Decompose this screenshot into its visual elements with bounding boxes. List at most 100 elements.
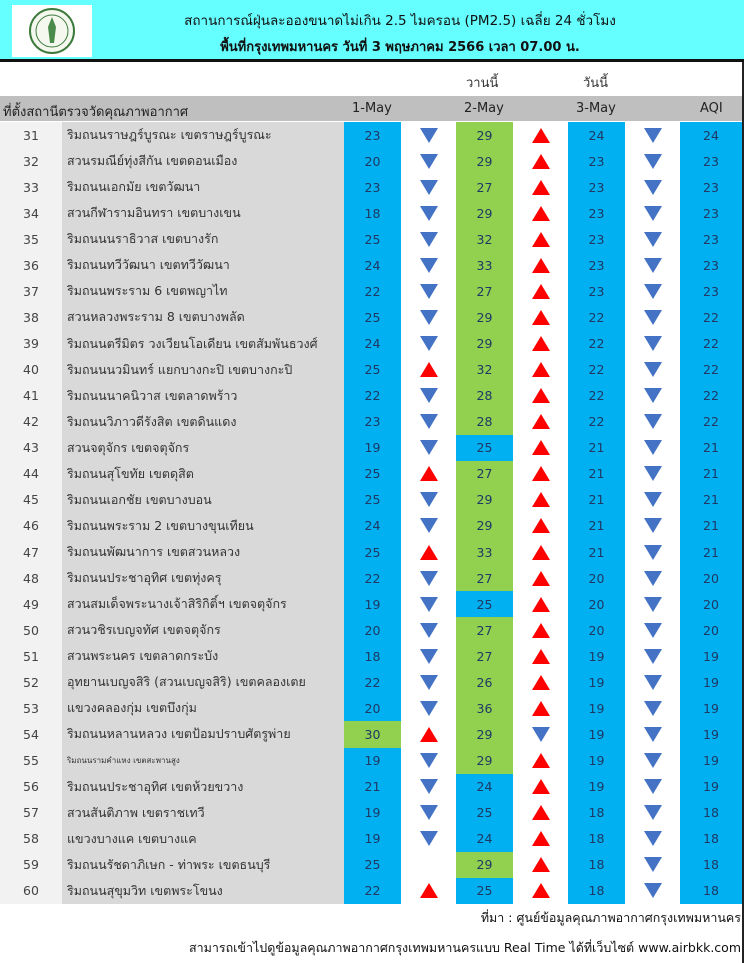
table-row: 45 ริมถนนเอกชัย เขตบางบอน 25 29 21 21 <box>0 486 742 513</box>
pm25-3-may: 21 <box>568 434 625 461</box>
station-number: 46 <box>0 512 62 539</box>
pm25-2-may: 29 <box>456 851 513 878</box>
pm25-3-may: 22 <box>568 304 625 331</box>
station-number: 59 <box>0 851 62 878</box>
station-name: ริมถนนรัชดาภิเษก - ท่าพระ เขตธนบุรี <box>62 851 344 878</box>
table-row: 53 แขวงคลองกุ่ม เขตบึงกุ่ม 20 36 19 19 <box>0 695 742 722</box>
triangle-up-icon <box>531 831 550 847</box>
station-name: สวนรมณีย์ทุ่งสีกัน เขตดอนเมือง <box>62 148 344 175</box>
trend-cell <box>513 539 568 566</box>
pm25-2-may: 28 <box>456 382 513 409</box>
station-number: 49 <box>0 591 62 618</box>
table-row: 58 แขวงบางแค เขตบางแค 19 24 18 18 <box>0 825 742 852</box>
pm25-3-may: 19 <box>568 773 625 800</box>
pm25-1-may: 19 <box>344 434 401 461</box>
triangle-down-icon <box>643 544 662 560</box>
trend-cell <box>401 148 456 175</box>
aqi-value: 21 <box>680 539 742 566</box>
triangle-down-icon <box>419 648 438 664</box>
trend-cell <box>625 851 680 878</box>
table-row: 44 ริมถนนสุโขทัย เขตดุสิต 25 27 21 21 <box>0 460 742 487</box>
trend-cell <box>625 695 680 722</box>
aqi-value: 22 <box>680 356 742 383</box>
trend-cell <box>513 799 568 826</box>
header-2-may: 2-May <box>464 101 504 116</box>
trend-cell <box>625 408 680 435</box>
aqi-value: 19 <box>680 773 742 800</box>
aqi-value: 19 <box>680 643 742 670</box>
station-name: ริมถนนประชาอุทิศ เขตห้วยขวาง <box>62 773 344 800</box>
station-name: สวนจตุจักร เขตจตุจักร <box>62 434 344 461</box>
trend-cell <box>401 434 456 461</box>
pm25-1-may: 22 <box>344 382 401 409</box>
trend-cell <box>401 486 456 513</box>
table-row: 52 อุทยานเบญจสิริ (สวนเบญจสิริ) เขตคลองเต… <box>0 669 742 696</box>
trend-cell <box>625 747 680 774</box>
station-name: ริมถนนราษฎร์บูรณะ เขตราษฎร์บูรณะ <box>62 122 344 149</box>
station-name: ริมถนนตรีมิตร วงเวียนโอเดียน เขตสัมพันธว… <box>62 330 344 357</box>
pm25-1-may: 25 <box>344 539 401 566</box>
trend-cell <box>401 695 456 722</box>
trend-cell <box>401 747 456 774</box>
pm25-2-may: 25 <box>456 591 513 618</box>
station-number: 57 <box>0 799 62 826</box>
pm25-2-may: 27 <box>456 278 513 305</box>
station-number: 48 <box>0 565 62 592</box>
station-number: 34 <box>0 200 62 227</box>
pm25-3-may: 22 <box>568 356 625 383</box>
triangle-down-icon <box>419 179 438 195</box>
station-name: ริมถนนสุขุมวิท เขตพระโขนง <box>62 877 344 904</box>
aqi-value: 18 <box>680 799 742 826</box>
trend-cell <box>401 565 456 592</box>
table-row: 38 สวนหลวงพระราม 8 เขตบางพลัด 25 29 22 22 <box>0 304 742 331</box>
triangle-up-icon <box>531 883 550 899</box>
table-row: 36 ริมถนนทวีวัฒนา เขตทวีวัฒนา 24 33 23 23 <box>0 252 742 279</box>
pm25-2-may: 24 <box>456 773 513 800</box>
aqi-value: 21 <box>680 434 742 461</box>
triangle-up-icon <box>419 362 438 378</box>
header-aqi: AQI <box>700 101 723 116</box>
pm25-2-may: 25 <box>456 877 513 904</box>
station-name: ริมถนนนาคนิวาส เขตลาดพร้าว <box>62 382 344 409</box>
triangle-down-icon <box>643 674 662 690</box>
aqi-value: 23 <box>680 174 742 201</box>
trend-cell <box>401 408 456 435</box>
station-name: ริมถนนเอกมัย เขตวัฒนา <box>62 174 344 201</box>
triangle-up-icon <box>531 179 550 195</box>
triangle-down-icon <box>419 805 438 821</box>
trend-cell <box>625 877 680 904</box>
station-number: 36 <box>0 252 62 279</box>
station-name: ริมถนนทวีวัฒนา เขตทวีวัฒนา <box>62 252 344 279</box>
trend-cell <box>513 669 568 696</box>
trend-cell <box>513 122 568 149</box>
trend-cell <box>513 460 568 487</box>
pm25-3-may: 20 <box>568 617 625 644</box>
table-row: 41 ริมถนนนาคนิวาส เขตลาดพร้าว 22 28 22 22 <box>0 382 742 409</box>
trend-cell <box>401 721 456 748</box>
pm25-2-may: 36 <box>456 695 513 722</box>
station-number: 60 <box>0 877 62 904</box>
triangle-down-icon <box>643 622 662 638</box>
pm25-3-may: 24 <box>568 122 625 149</box>
triangle-down-icon <box>419 779 438 795</box>
trend-cell <box>625 122 680 149</box>
pm25-2-may: 33 <box>456 252 513 279</box>
station-number: 58 <box>0 825 62 852</box>
trend-cell <box>625 148 680 175</box>
trend-cell <box>401 539 456 566</box>
pm25-2-may: 32 <box>456 356 513 383</box>
aqi-value: 20 <box>680 617 742 644</box>
trend-cell <box>513 591 568 618</box>
table-row: 37 ริมถนนพระราม 6 เขตพญาไท 22 27 23 23 <box>0 278 742 305</box>
table-row: 46 ริมถนนพระราม 2 เขตบางขุนเทียน 24 29 21 21 <box>0 512 742 539</box>
aqi-value: 21 <box>680 486 742 513</box>
trend-cell <box>625 382 680 409</box>
station-name: อุทยานเบญจสิริ (สวนเบญจสิริ) เขตคลองเตย <box>62 669 344 696</box>
aqi-value: 21 <box>680 512 742 539</box>
triangle-down-icon <box>643 388 662 404</box>
triangle-up-icon <box>531 388 550 404</box>
triangle-up-icon <box>531 205 550 221</box>
right-border <box>742 62 744 963</box>
station-name: สวนกีฬารามอินทรา เขตบางเขน <box>62 200 344 227</box>
triangle-up-icon <box>531 596 550 612</box>
